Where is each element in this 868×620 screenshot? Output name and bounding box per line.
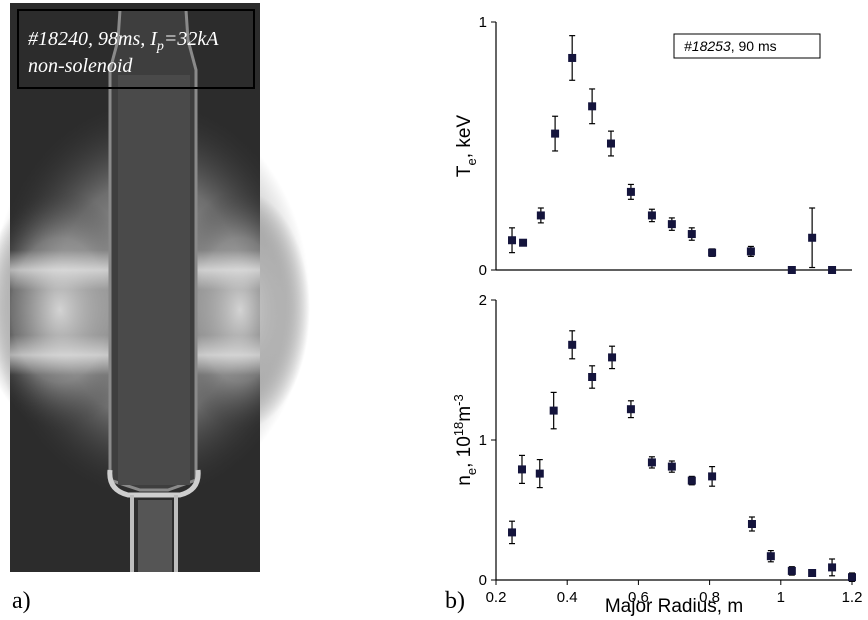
- data-point: [747, 520, 756, 528]
- y-tick-label: 0: [479, 572, 487, 589]
- data-point: [606, 139, 615, 148]
- data-point: [708, 248, 717, 257]
- data-point: [588, 373, 597, 381]
- caption-text: =32kA: [164, 28, 219, 50]
- data-point: [536, 211, 545, 220]
- data-point: [517, 465, 526, 474]
- legend-box: #18253, 90 ms: [673, 33, 821, 59]
- y-title-text: T: [454, 165, 475, 177]
- data-point: [549, 406, 558, 415]
- data-point: [588, 102, 597, 111]
- x-tick-label: 0.8: [699, 589, 720, 606]
- legend-text: #18253, 90 ms: [684, 38, 777, 54]
- data-point: [535, 469, 544, 478]
- data-point: [667, 220, 676, 229]
- y-title-text: , keV: [454, 115, 475, 159]
- data-point: [787, 566, 796, 575]
- panel-label: a): [12, 588, 31, 614]
- caption-subscript: p: [156, 39, 164, 54]
- x-tick-label: 0.6: [628, 589, 649, 606]
- y-title-text: n: [454, 475, 475, 486]
- data-point: [647, 211, 656, 220]
- data-point: [808, 569, 817, 577]
- x-tick-label: 1.2: [842, 589, 863, 606]
- y-axis-title: ne, 1018m-3: [451, 394, 479, 485]
- data-point: [687, 230, 696, 239]
- legend-time: , 90 ms: [731, 38, 777, 54]
- y-axis-title: Te, keV: [454, 115, 479, 177]
- data-point: [508, 528, 517, 537]
- data-point: [808, 233, 817, 242]
- x-axis-title: Major Radius, m: [605, 596, 743, 617]
- data-point: [667, 462, 676, 471]
- caption-text: #18240, 98ms, I: [28, 28, 158, 50]
- data-point: [551, 129, 560, 138]
- x-tick-label: 1: [777, 589, 785, 606]
- photo-caption-line2: non-solenoid: [28, 55, 133, 77]
- data-point: [508, 236, 517, 245]
- data-point: [519, 238, 528, 247]
- plasma-photo: #18240, 98ms, Ip=32kA non-solenoid: [0, 3, 310, 572]
- y-tick-label: 0: [479, 262, 487, 279]
- data-point: [626, 187, 635, 196]
- x-tick-label: 0.4: [557, 589, 578, 606]
- data-point: [746, 247, 755, 256]
- x-tick-label: 0.2: [486, 589, 507, 606]
- y-tick-label: 1: [479, 14, 487, 31]
- data-point: [687, 476, 696, 485]
- photo-caption-line1: #18240, 98ms, Ip=32kA: [28, 28, 219, 54]
- y-title-subscript: e: [464, 158, 479, 165]
- data-point: [848, 573, 856, 582]
- data-point: [828, 563, 837, 572]
- data-point: [647, 458, 656, 467]
- data-point: [608, 353, 617, 362]
- data-point: [708, 472, 717, 481]
- y-title-superscript: 18: [451, 422, 466, 436]
- data-point: [766, 552, 775, 561]
- y-tick-label: 1: [479, 432, 487, 449]
- y-tick-label: 2: [479, 292, 487, 309]
- legend-shot: #18253: [684, 38, 731, 54]
- data-point: [568, 53, 577, 62]
- y-title-subscript: e: [464, 468, 479, 475]
- data-point: [787, 266, 796, 274]
- data-point: [626, 405, 635, 414]
- panel-label: b): [445, 588, 465, 614]
- y-title-superscript: -3: [451, 394, 466, 406]
- y-title-text: m: [454, 406, 475, 422]
- data-point: [568, 340, 577, 349]
- data-point: [828, 266, 837, 274]
- y-title-text: , 10: [454, 436, 475, 468]
